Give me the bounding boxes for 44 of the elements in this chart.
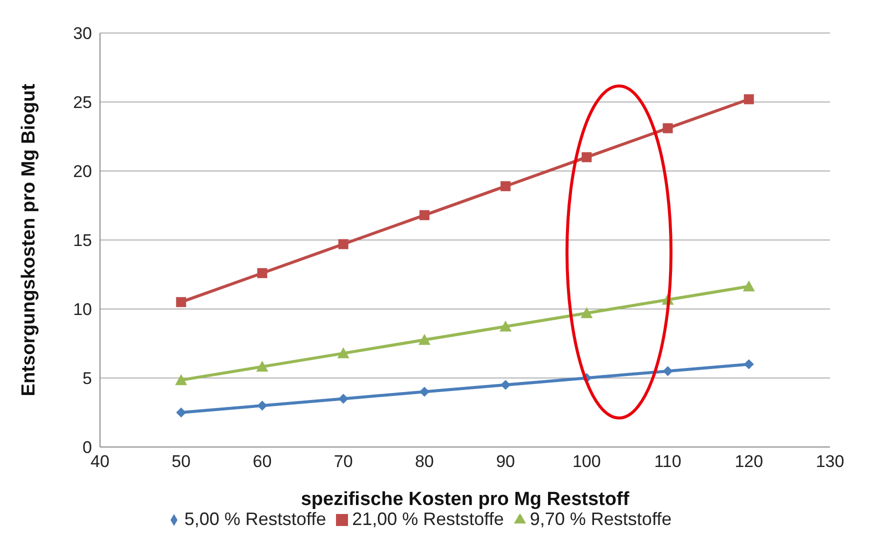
legend-label: 9,70 % Reststoffe [530,509,672,529]
point [175,374,188,386]
point [580,307,593,318]
x-tick-label: 80 [414,452,434,472]
point [419,210,430,220]
y-tick-label: 30 [73,24,92,44]
x-tick-label: 70 [334,452,353,472]
point [257,400,268,411]
y-tick-label: 20 [73,162,92,182]
y-tick-label: 25 [73,93,92,112]
point [418,334,430,345]
point [337,347,350,358]
point [500,181,511,192]
x-tick-label: 100 [572,452,601,472]
legend-label: 21,00 % Reststoffe [352,509,504,529]
x-tick-label: 90 [496,452,516,472]
x-tick-label: 50 [172,452,191,472]
y-tick-label: 10 [73,300,92,320]
x-tick-label: 130 [816,452,844,472]
point [582,152,592,162]
legend-label: 5,00 % Reststoffe [184,509,326,529]
point [176,297,186,308]
point [338,394,348,404]
point [419,386,430,397]
point [176,408,186,418]
point [257,268,268,278]
y-tick-label: 15 [73,231,92,250]
y-axis-title: Entsorgungskosten pro Mg Biogut [18,83,40,396]
point [662,123,673,134]
y-tick-label: 5 [82,369,92,388]
x-tick-label: 60 [252,452,272,472]
x-axis-title: spezifische Kosten pro Mg Reststoff [300,489,630,510]
point [500,320,512,332]
point [256,360,268,372]
point [742,280,755,292]
point [744,359,754,370]
point [744,94,754,104]
y-tick-label: 0 [82,438,92,458]
point [500,380,511,390]
x-tick-label: 110 [654,452,682,472]
x-tick-label: 40 [90,452,110,472]
point [338,239,348,250]
x-tick-label: 120 [734,452,764,472]
point [662,366,673,376]
